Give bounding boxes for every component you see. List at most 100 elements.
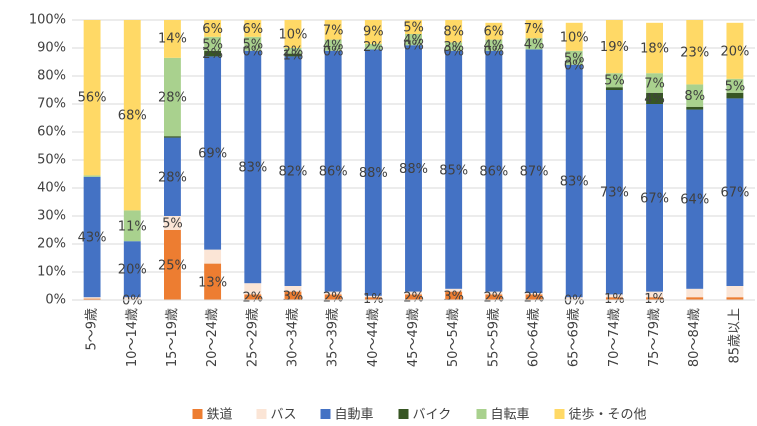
bar-segment bbox=[565, 64, 583, 298]
bar-segment bbox=[525, 38, 543, 50]
x-tick-label: 85歳以上 bbox=[727, 308, 742, 364]
bar-segment bbox=[324, 50, 342, 292]
data-label: 83% bbox=[560, 175, 589, 190]
bar-segment bbox=[726, 78, 744, 93]
bar-segment bbox=[565, 50, 583, 65]
bar-segment bbox=[244, 36, 262, 51]
data-label: 6% bbox=[242, 22, 263, 37]
bar-segment bbox=[686, 20, 704, 85]
data-label: 0% bbox=[242, 44, 263, 59]
bar-segment bbox=[164, 20, 181, 58]
bar-segment bbox=[164, 230, 181, 300]
bar-segment bbox=[485, 294, 503, 300]
y-tick-label: 100% bbox=[29, 13, 66, 28]
bar-segment bbox=[324, 39, 342, 51]
x-tick-label: 25〜29歳 bbox=[245, 308, 260, 367]
y-tick-label: 0% bbox=[45, 293, 66, 308]
legend-label: 自転車 bbox=[491, 408, 530, 423]
y-tick-label: 80% bbox=[37, 69, 66, 84]
data-label: 8% bbox=[684, 89, 705, 104]
data-label: 0% bbox=[484, 44, 505, 59]
x-tick-label: 35〜39歳 bbox=[326, 308, 341, 367]
bar-segment bbox=[244, 20, 262, 37]
bar-segment bbox=[726, 286, 744, 298]
x-tick-label: 10〜14歳 bbox=[125, 308, 140, 367]
bar-segment bbox=[686, 297, 704, 300]
bar-segment bbox=[204, 249, 222, 264]
data-label: 0% bbox=[443, 44, 464, 59]
legend-swatch bbox=[398, 409, 409, 419]
data-label: 14% bbox=[158, 32, 187, 47]
data-label: 5% bbox=[162, 217, 183, 232]
data-label: 5% bbox=[725, 79, 746, 94]
data-label: 86% bbox=[319, 165, 348, 180]
bar-segment bbox=[525, 49, 543, 294]
bar-segment bbox=[123, 297, 141, 300]
bar-segment bbox=[726, 22, 744, 79]
bar-segment bbox=[686, 84, 704, 107]
bar-segment bbox=[445, 291, 463, 300]
data-label: 13% bbox=[198, 275, 227, 290]
data-label: 10% bbox=[560, 30, 589, 45]
data-label: 4% bbox=[644, 92, 665, 107]
data-label: 20% bbox=[720, 44, 749, 59]
data-label: 0% bbox=[122, 294, 143, 309]
bar-segment bbox=[605, 73, 623, 88]
bar-segment bbox=[525, 20, 543, 39]
data-label: 2% bbox=[242, 291, 263, 306]
bar-segment bbox=[605, 90, 623, 295]
bar-segment bbox=[405, 291, 422, 295]
bar-segment bbox=[445, 288, 463, 292]
legend-label: バイク bbox=[413, 408, 452, 423]
bar-segment bbox=[405, 294, 422, 300]
bar-segment bbox=[605, 20, 623, 74]
data-label: 0% bbox=[323, 44, 344, 59]
data-label: 2% bbox=[363, 40, 384, 55]
data-label: 0% bbox=[564, 58, 585, 73]
bar-segment bbox=[646, 297, 663, 300]
data-label: 73% bbox=[600, 186, 629, 201]
data-label: 64% bbox=[680, 193, 709, 208]
bar-segment bbox=[83, 176, 101, 298]
bar-segment bbox=[284, 20, 302, 48]
data-label: 3% bbox=[283, 289, 304, 304]
legend-label: バス bbox=[271, 408, 297, 423]
data-label: 82% bbox=[279, 165, 308, 180]
data-label: 19% bbox=[600, 40, 629, 55]
data-label: 2% bbox=[484, 291, 505, 306]
data-label: 4% bbox=[403, 33, 424, 48]
data-label: 86% bbox=[479, 165, 508, 180]
y-tick-label: 90% bbox=[37, 41, 66, 56]
data-label: 4% bbox=[323, 39, 344, 54]
data-label: 9% bbox=[363, 25, 384, 40]
data-label: 3% bbox=[443, 289, 464, 304]
data-label: 67% bbox=[720, 186, 749, 201]
bar-segment bbox=[525, 294, 543, 300]
data-label: 0% bbox=[564, 294, 585, 309]
data-label: 68% bbox=[118, 109, 147, 124]
legend-label: 徒歩・その他 bbox=[569, 408, 647, 423]
bar-segment bbox=[284, 48, 302, 54]
x-tick-label: 55〜59歳 bbox=[486, 308, 501, 367]
bar-segment bbox=[284, 53, 302, 57]
bar-segment bbox=[364, 20, 382, 44]
bar-segment bbox=[204, 56, 222, 250]
bar-segment bbox=[364, 43, 382, 50]
x-tick-label: 65〜69歳 bbox=[567, 308, 582, 367]
bar-segment bbox=[284, 291, 302, 300]
bar-segment bbox=[83, 297, 101, 299]
bar-segment bbox=[324, 291, 342, 295]
bar-segment bbox=[445, 50, 463, 289]
bar-segment bbox=[646, 73, 663, 93]
data-label: 8% bbox=[443, 25, 464, 40]
bar-segment bbox=[364, 295, 382, 298]
bar-segment bbox=[364, 297, 382, 300]
bar-segment bbox=[244, 294, 262, 300]
bar-segment bbox=[485, 291, 503, 295]
x-tick-label: 60〜64歳 bbox=[527, 308, 542, 367]
data-label: 23% bbox=[680, 46, 709, 61]
bar-segment bbox=[164, 57, 181, 137]
bar-segment bbox=[204, 20, 222, 37]
